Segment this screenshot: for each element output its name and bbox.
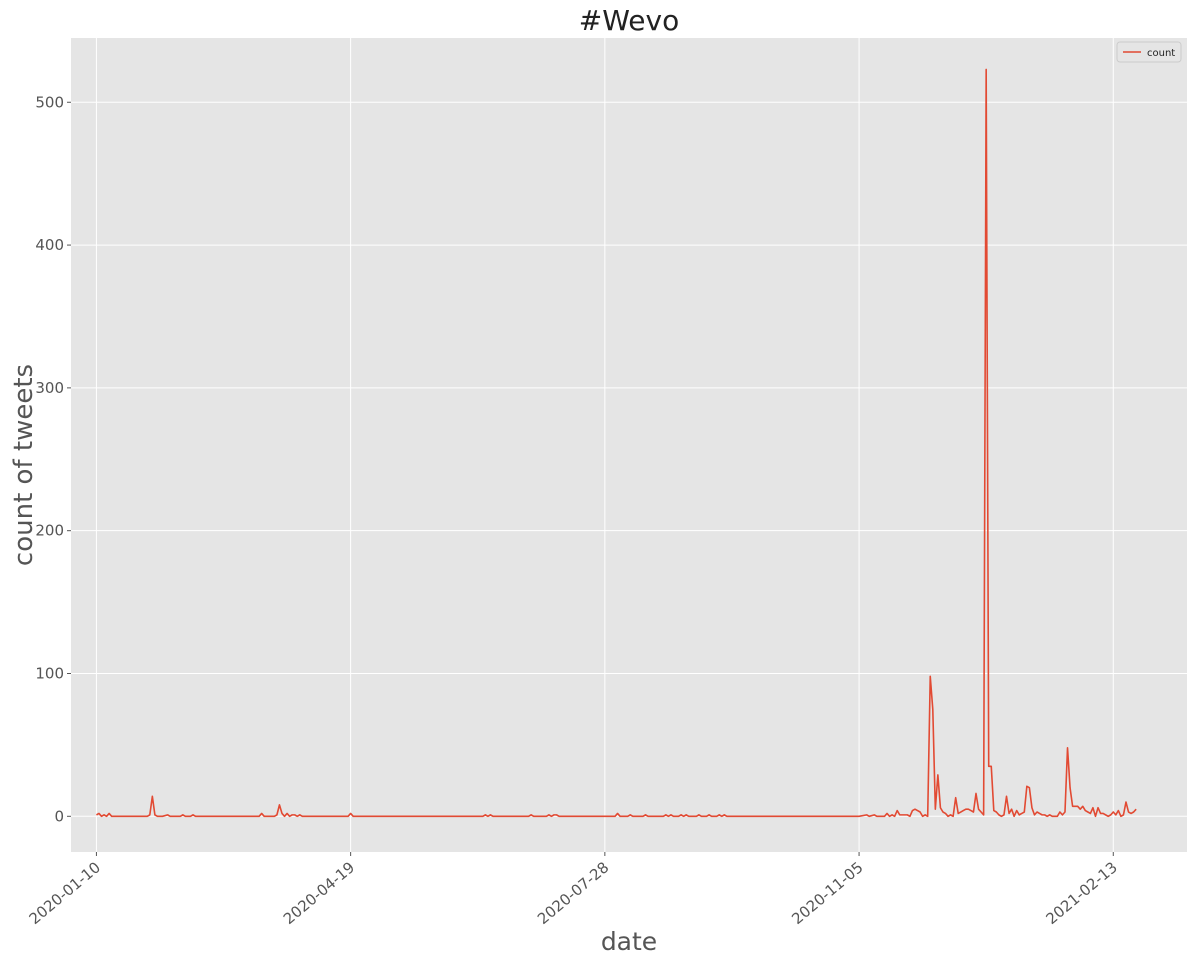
- chart-title: #Wevo: [579, 4, 679, 37]
- y-axis-label: count of tweets: [9, 364, 39, 566]
- y-tick-label: 300: [35, 379, 64, 397]
- y-tick-label: 0: [54, 807, 64, 825]
- y-tick-label: 500: [35, 93, 64, 111]
- y-tick-label: 400: [35, 236, 64, 254]
- legend-label: count: [1147, 48, 1175, 59]
- y-tick-label: 200: [35, 522, 64, 540]
- series-layer: [96, 68, 1137, 818]
- legend: count: [1116, 41, 1182, 63]
- x-axis-label: date: [601, 927, 657, 956]
- plot-area: [71, 38, 1187, 852]
- y-tick-label: 100: [35, 664, 64, 682]
- grid-lines: [71, 38, 1187, 852]
- series-line-count: [96, 68, 1137, 818]
- legend-box: [1116, 41, 1182, 63]
